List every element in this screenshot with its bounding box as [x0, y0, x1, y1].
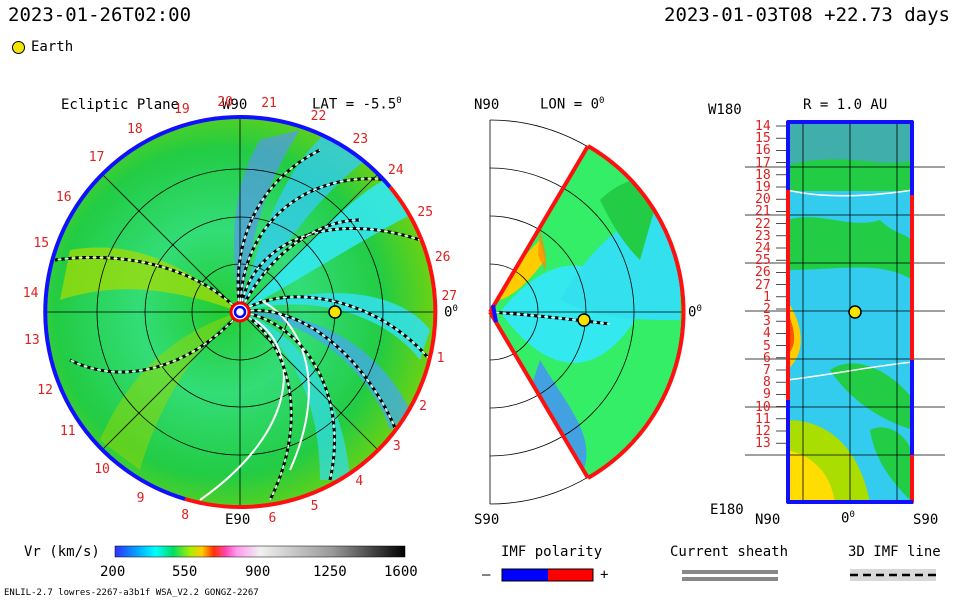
- ecliptic-rotation-number: 10: [94, 462, 110, 478]
- ecliptic-rotation-number: 16: [55, 189, 72, 205]
- ecliptic-rotation-number: 6: [268, 510, 277, 526]
- current-sheath-title: Current sheath: [670, 544, 789, 560]
- radial-rotation-number: 21: [755, 204, 771, 220]
- radial-bottom-left-label: E180: [710, 502, 744, 518]
- imf-negative-swatch: [502, 569, 548, 581]
- meridional-bottom-label: S90: [474, 512, 500, 528]
- radial-rotation-number: 24: [755, 241, 771, 256]
- ecliptic-rotation-number: 22: [310, 109, 327, 125]
- ecliptic-rotation-number: 8: [181, 507, 190, 523]
- earth-legend-label: Earth: [31, 39, 74, 55]
- radial-rotation-number: 12: [755, 424, 771, 439]
- reference-time: 2023-01-03T08 +22.73 days: [664, 4, 950, 26]
- ecliptic-top-label: W90: [222, 97, 248, 113]
- earth-marker-ecliptic: [328, 305, 342, 319]
- earth-marker-radial: [848, 305, 862, 319]
- radial-rotation-number: 14: [755, 119, 771, 134]
- colorbar: [114, 545, 406, 558]
- ecliptic-rotation-number: 11: [59, 424, 76, 440]
- ecliptic-title: Ecliptic Plane: [61, 97, 180, 113]
- ecliptic-rotation-number: 26: [434, 249, 451, 265]
- ecliptic-rotation-number: 24: [388, 163, 404, 179]
- radial-rotation-number: 9: [763, 387, 771, 403]
- ecliptic-rotation-number: 14: [22, 285, 39, 301]
- model-time: 2023-01-26T02:00: [8, 4, 192, 26]
- colorbar-tick-900: 900: [245, 564, 271, 580]
- ecliptic-bottom-label: E90: [225, 512, 251, 528]
- meridional-top-label: N90: [474, 97, 500, 113]
- colorbar-tick-1600: 1600: [384, 564, 418, 580]
- ecliptic-rotation-number: 23: [352, 131, 369, 147]
- imf-line-title: 3D IMF line: [848, 544, 941, 560]
- radial-rotation-number: 27: [755, 277, 771, 293]
- ecliptic-rotation-number: 1: [436, 351, 445, 367]
- earth-legend-icon: [12, 41, 25, 54]
- radial-rotation-number: 10: [755, 399, 771, 415]
- radial-rotation-number: 20: [755, 192, 771, 208]
- radial-rotation-number: 16: [755, 143, 771, 159]
- radial-panel: [745, 120, 945, 504]
- latitude-label: LAT = -5.50: [312, 96, 402, 113]
- radial-rotation-number: 5: [763, 338, 771, 354]
- ecliptic-rotation-number: 21: [261, 96, 277, 112]
- imf-minus-label: –: [482, 567, 491, 583]
- radial-rotation-number: 26: [755, 265, 771, 281]
- radial-rotation-number: 4: [763, 326, 771, 342]
- longitude-label: LON = 00: [540, 96, 605, 113]
- ecliptic-rotation-number: 18: [127, 122, 143, 138]
- meridional-panel: [488, 119, 686, 505]
- earth-marker-meridional: [577, 313, 591, 327]
- ecliptic-panel: [43, 114, 438, 510]
- radial-rotation-number: 3: [763, 314, 771, 330]
- radial-rotation-number: 22: [755, 216, 771, 232]
- colorbar-label: Vr (km/s): [24, 544, 100, 560]
- radial-x-label-s90: S90: [913, 512, 939, 528]
- radial-rotation-number: 1: [763, 289, 771, 305]
- radial-rotation-number: 6: [763, 350, 771, 366]
- radial-rotation-number: 13: [755, 436, 771, 452]
- ecliptic-rotation-number: 27: [441, 289, 458, 305]
- ecliptic-rotation-number: 12: [37, 382, 53, 398]
- ecliptic-rotation-number: 13: [24, 333, 40, 349]
- radial-rotation-number: 2: [763, 302, 771, 317]
- radial-rotation-number: 8: [763, 375, 771, 391]
- meridional-right-label: 00: [688, 304, 702, 321]
- ecliptic-rotation-number: 17: [88, 150, 105, 166]
- ecliptic-rotation-number: 9: [136, 491, 145, 507]
- colorbar-tick-200: 200: [100, 564, 126, 580]
- radial-rotation-number: 11: [755, 411, 771, 427]
- radial-rotation-number: 23: [755, 228, 771, 244]
- radial-rotation-number: 19: [755, 180, 771, 195]
- ecliptic-rotation-number: 25: [417, 205, 434, 221]
- radial-rotation-number: 7: [763, 363, 771, 378]
- radial-rotation-number: 25: [755, 253, 771, 269]
- ecliptic-rotation-number: 3: [392, 438, 401, 454]
- radial-x-label-0: 00: [841, 510, 855, 527]
- radial-title: R = 1.0 AU: [803, 97, 888, 113]
- radial-rotation-number: 15: [755, 131, 771, 147]
- ecliptic-rotation-number: 19: [174, 102, 190, 118]
- colorbar-tick-550: 550: [172, 564, 198, 580]
- ecliptic-rotation-number: 2: [419, 399, 427, 415]
- ecliptic-rotation-number: 20: [217, 94, 233, 110]
- imf-plus-label: +: [600, 567, 609, 583]
- radial-top-left-label: W180: [708, 102, 742, 118]
- imf-polarity-title: IMF polarity: [501, 544, 603, 560]
- imf-positive-swatch: [548, 569, 593, 581]
- ecliptic-right-label: 00: [444, 304, 458, 321]
- colorbar-tick-1250: 1250: [313, 564, 347, 580]
- ecliptic-rotation-number: 15: [33, 235, 50, 251]
- radial-rotation-number: 17: [755, 155, 771, 171]
- footer-model-info: ENLIL-2.7 lowres-2267-a3b1f WSA_V2.2 GON…: [4, 588, 259, 598]
- radial-x-label-n90: N90: [755, 512, 781, 528]
- ecliptic-rotation-number: 5: [310, 498, 319, 514]
- ecliptic-rotation-number: 4: [355, 473, 364, 489]
- radial-rotation-number: 18: [755, 167, 771, 183]
